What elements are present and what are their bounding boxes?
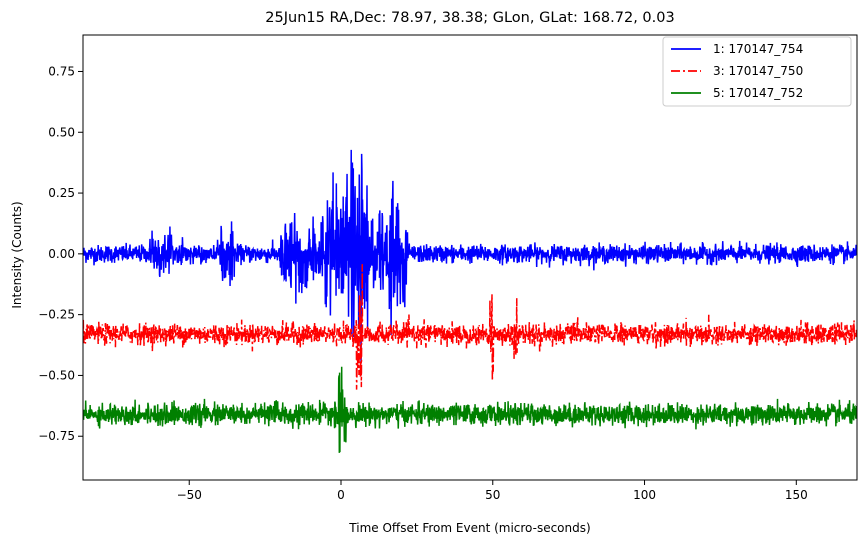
chart-title: 25Jun15 RA,Dec: 78.97, 38.38; GLon, GLat… (265, 10, 674, 26)
x-tick-label: 150 (785, 488, 808, 502)
y-tick-label: 0.75 (48, 64, 75, 78)
legend-label-0: 1: 170147_754 (713, 42, 803, 56)
x-tick-label: −50 (177, 488, 202, 502)
y-tick-label: 0.00 (48, 247, 75, 261)
y-axis-title: Intensity (Counts) (10, 201, 24, 308)
plot-frame (82, 34, 858, 481)
legend-label-1: 3: 170147_750 (713, 64, 803, 78)
y-tick-label: 0.50 (48, 125, 75, 139)
legend: 1: 170147_754 3: 170147_750 5: 170147_752 (662, 36, 852, 107)
series-line-0 (83, 149, 857, 363)
x-tick-label: 100 (633, 488, 656, 502)
x-tick-label: 0 (337, 488, 345, 502)
x-tick-label: 50 (485, 488, 500, 502)
axis-ticks: −50 0 50 100 150 0.75 0.50 0.25 0.00 −0.25 −0.50 −0… (38, 64, 808, 502)
x-axis-title: Time Offset From Event (micro-seconds) (348, 521, 590, 535)
y-tick-label: −0.75 (38, 429, 75, 443)
legend-label-2: 5: 170147_752 (713, 86, 803, 100)
y-tick-label: −0.25 (38, 308, 75, 322)
legend-box (662, 36, 852, 107)
series-line-2 (83, 366, 857, 453)
y-tick-label: 0.25 (48, 186, 75, 200)
y-tick-label: −0.50 (38, 368, 75, 382)
plot-area (83, 149, 857, 453)
series-line-1 (83, 264, 857, 390)
